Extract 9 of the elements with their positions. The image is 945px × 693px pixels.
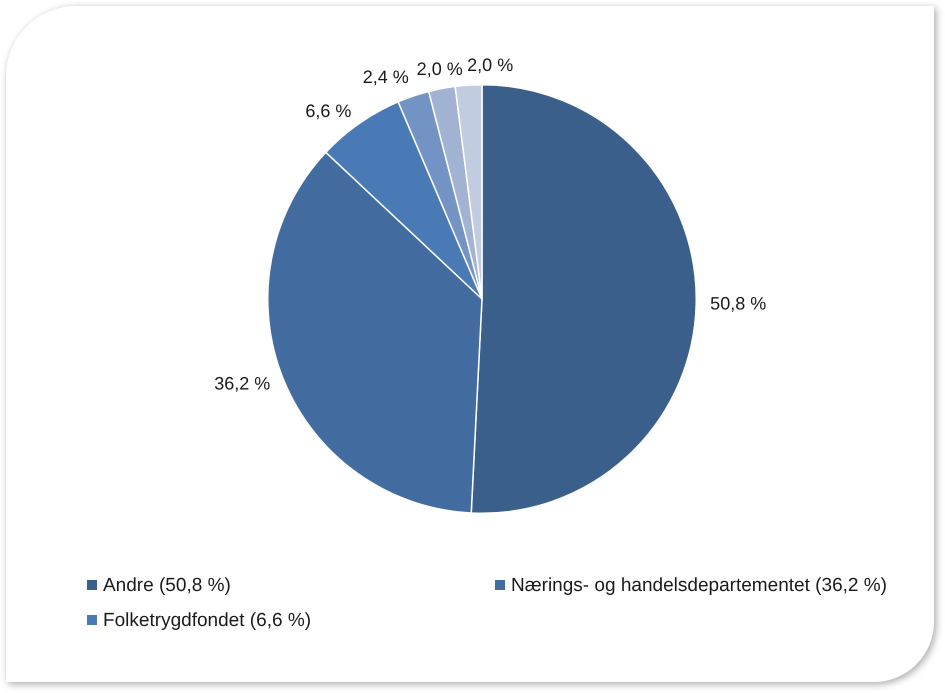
- data-label: 2,4 %: [362, 66, 409, 87]
- data-label: 2,0 %: [467, 55, 514, 76]
- legend-label: Nærings- og handelsdepartementet (36,2 %): [511, 575, 887, 596]
- data-label: 6,6 %: [305, 100, 352, 121]
- data-label: 50,8 %: [710, 294, 766, 314]
- data-label: 36,2 %: [214, 373, 270, 394]
- legend-label: Folketrygdfondet (6,6 %): [103, 610, 312, 632]
- data-label: 2,0 %: [416, 58, 463, 79]
- legend-label: Andre (50,8 %): [103, 575, 231, 596]
